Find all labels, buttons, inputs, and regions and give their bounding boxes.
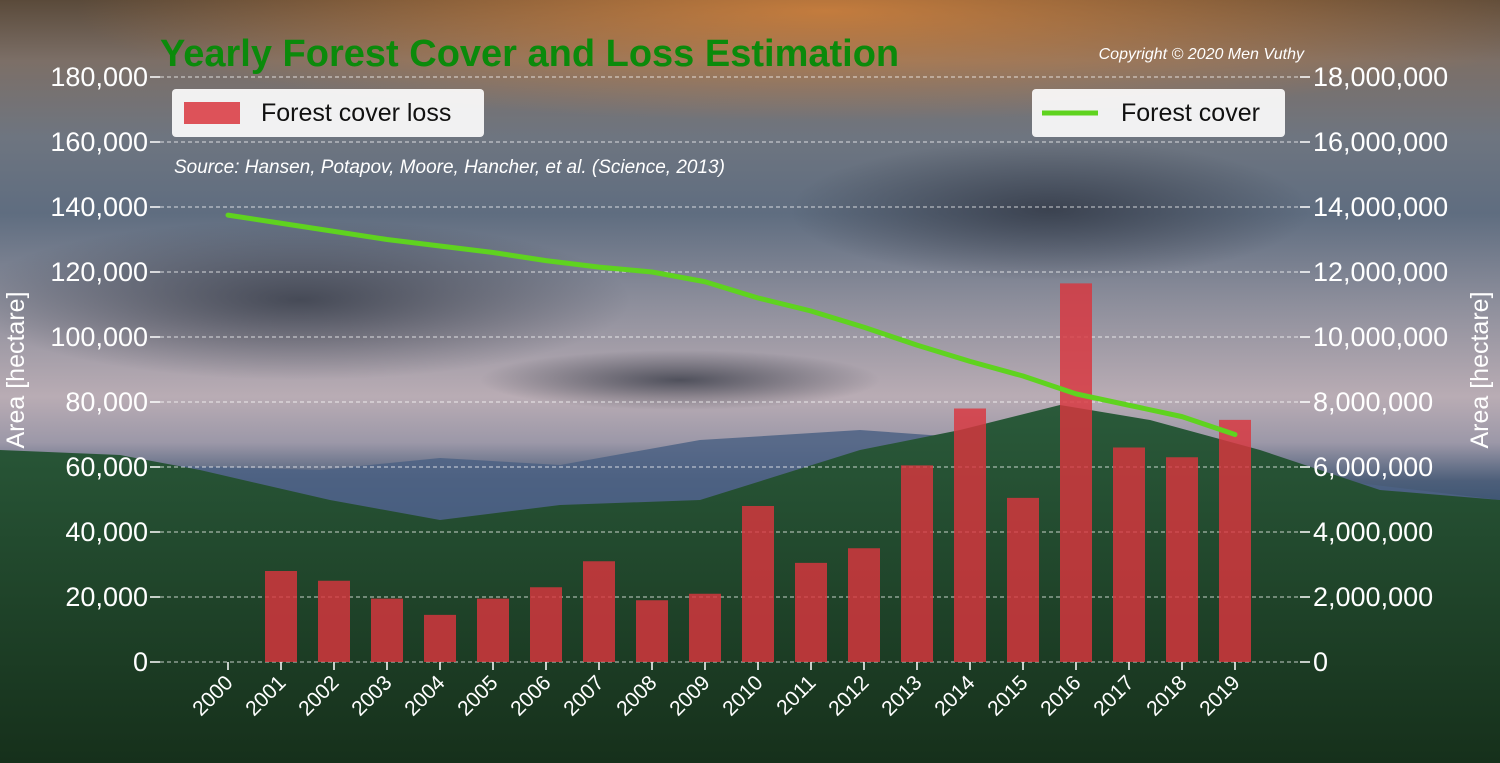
x-tick-label: 2019 xyxy=(1195,671,1244,720)
x-tick-label: 2016 xyxy=(1036,671,1085,720)
left-tick-label: 180,000 xyxy=(50,62,148,92)
right-tick-label: 6,000,000 xyxy=(1313,452,1433,482)
x-tick-label: 2012 xyxy=(824,671,873,720)
x-axis-ticks: 2000 2001 2002 2003 2004 2005 2006 2007 2008 2009… xyxy=(188,662,1245,721)
left-tick-label: 120,000 xyxy=(50,257,148,287)
loss-bar xyxy=(1113,447,1145,662)
bar-legend: Forest cover loss xyxy=(172,89,484,137)
left-tick-label: 140,000 xyxy=(50,192,148,222)
right-tick-label: 2,000,000 xyxy=(1313,582,1433,612)
legend-box xyxy=(172,89,484,137)
x-tick-label: 2007 xyxy=(559,671,608,720)
loss-bar xyxy=(1060,283,1092,662)
right-tick-label: 12,000,000 xyxy=(1313,257,1448,287)
x-tick-label: 2013 xyxy=(877,671,926,720)
loss-bar xyxy=(795,562,827,662)
x-tick-label: 2003 xyxy=(347,671,396,720)
right-tick-label: 4,000,000 xyxy=(1313,517,1433,547)
legend-line-label: Forest cover xyxy=(1121,99,1260,127)
left-tick-label: 20,000 xyxy=(65,582,148,612)
right-tick-label: 18,000,000 xyxy=(1313,62,1448,92)
right-tick-label: 8,000,000 xyxy=(1313,387,1433,417)
cover-line-path xyxy=(225,212,1238,437)
left-tick-label: 80,000 xyxy=(65,387,148,417)
right-axis-label: Area [hectare] xyxy=(1466,291,1494,448)
loss-bar xyxy=(636,600,668,662)
loss-bar xyxy=(742,506,774,662)
left-tick-label: 40,000 xyxy=(65,517,148,547)
x-tick-label: 2000 xyxy=(188,671,237,720)
loss-bars xyxy=(265,283,1251,662)
x-tick-label: 2001 xyxy=(241,671,290,720)
copyright-note: Copyright © 2020 Men Vuthy xyxy=(1099,46,1305,63)
cover-line xyxy=(225,212,1238,437)
x-tick-label: 2015 xyxy=(983,671,1032,720)
right-tick-label: 0 xyxy=(1313,647,1328,677)
left-axis-ticks: 0 20,000 40,000 60,000 80,000 100,000 120,000 1… xyxy=(50,62,160,677)
x-tick-label: 2011 xyxy=(772,671,820,719)
right-tick-label: 10,000,000 xyxy=(1313,322,1448,352)
x-tick-label: 2017 xyxy=(1089,671,1138,720)
x-tick-label: 2008 xyxy=(612,671,661,720)
loss-bar xyxy=(1007,497,1039,662)
loss-bar xyxy=(954,408,986,662)
right-tick-label: 14,000,000 xyxy=(1313,192,1448,222)
left-axis-label: Area [hectare] xyxy=(2,291,30,448)
loss-bar xyxy=(583,561,615,662)
source-note: Source: Hansen, Potapov, Moore, Hancher,… xyxy=(174,157,725,178)
storm-cloud xyxy=(480,350,880,410)
left-tick-label: 0 xyxy=(133,647,148,677)
loss-bar xyxy=(477,598,509,662)
x-tick-label: 2002 xyxy=(294,671,343,720)
loss-bar xyxy=(1219,419,1251,662)
x-tick-label: 2014 xyxy=(930,671,980,721)
loss-bar xyxy=(265,571,297,662)
line-legend: Forest cover xyxy=(1032,89,1285,137)
left-tick-label: 160,000 xyxy=(50,127,148,157)
x-tick-label: 2005 xyxy=(453,671,502,720)
loss-bar xyxy=(530,587,562,662)
loss-bar xyxy=(848,548,880,662)
loss-bar xyxy=(371,598,403,662)
storm-cloud xyxy=(790,140,1310,280)
chart-title: Yearly Forest Cover and Loss Estimation xyxy=(160,33,899,75)
legend-bar-label: Forest cover loss xyxy=(261,99,451,127)
x-tick-label: 2004 xyxy=(400,671,450,721)
left-tick-label: 100,000 xyxy=(50,322,148,352)
x-tick-label: 2009 xyxy=(665,671,714,720)
x-tick-label: 2018 xyxy=(1142,671,1191,720)
left-tick-label: 60,000 xyxy=(65,452,148,482)
loss-bar xyxy=(424,614,456,662)
loss-bar xyxy=(318,580,350,662)
storm-cloud xyxy=(0,220,630,380)
x-tick-label: 2010 xyxy=(718,671,767,720)
legend-bar-swatch xyxy=(184,102,240,124)
right-axis-ticks: 0 2,000,000 4,000,000 6,000,000 8,000,000 10,… xyxy=(1300,62,1448,677)
right-tick-label: 16,000,000 xyxy=(1313,127,1448,157)
x-tick-label: 2006 xyxy=(506,671,555,720)
loss-bar xyxy=(689,593,721,662)
legend-box xyxy=(1032,89,1285,137)
loss-bar xyxy=(901,465,933,662)
loss-bar xyxy=(1166,457,1198,662)
